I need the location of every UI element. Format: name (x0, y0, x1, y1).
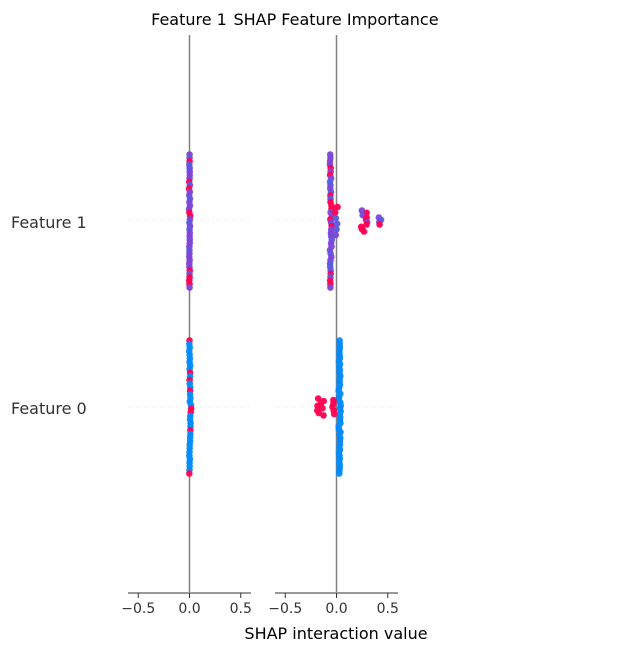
panel-feature-1: −0.5 0.0 0.5 (121, 35, 252, 617)
x-tick-label: 0.0 (178, 601, 200, 617)
y-label-feature-1: Feature 1 (11, 213, 87, 232)
data-point (332, 231, 340, 239)
panel-title-right: SHAP Feature Importance (233, 10, 438, 29)
data-point (314, 402, 321, 410)
data-point (333, 226, 340, 233)
data-point (186, 284, 193, 291)
data-point (334, 203, 341, 211)
x-axis-label: SHAP interaction value (244, 624, 427, 643)
x-tick-label: −0.5 (268, 601, 302, 617)
data-point (319, 404, 326, 412)
x-tick-label: 0.0 (325, 601, 347, 617)
y-label-feature-0: Feature 0 (11, 399, 87, 418)
data-point (376, 221, 383, 228)
data-point (333, 220, 341, 228)
data-point (330, 410, 338, 418)
data-point (360, 228, 368, 235)
x-tick-label: −0.5 (121, 601, 155, 617)
data-point (335, 470, 343, 477)
data-point (320, 412, 327, 419)
data-point (363, 221, 370, 228)
data-point (331, 209, 339, 216)
x-tick-label: 0.5 (377, 601, 399, 617)
data-point (186, 470, 193, 477)
data-point (327, 284, 334, 291)
panel-title-left: Feature 1 (151, 10, 227, 29)
x-tick-label: 0.5 (230, 601, 252, 617)
data-point (314, 395, 322, 402)
panel-shap-feature-importance: −0.5 0.0 0.5 (268, 35, 399, 617)
data-point (332, 214, 340, 222)
